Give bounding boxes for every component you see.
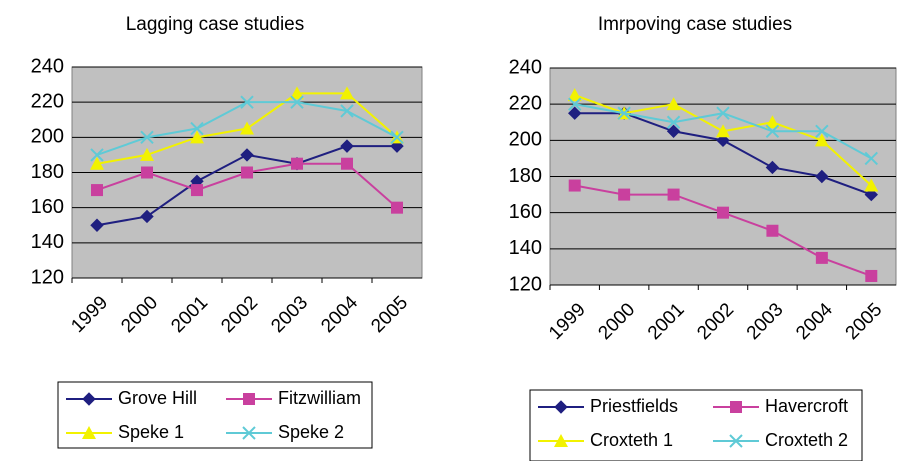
data-point (568, 179, 581, 192)
x-tick-label: 2000 (594, 299, 639, 344)
legend-marker (554, 400, 568, 414)
x-tick-label: 2002 (693, 299, 738, 344)
x-tick-label: 2005 (842, 299, 887, 344)
data-point (568, 106, 582, 120)
data-point (666, 115, 681, 129)
data-point (864, 151, 878, 166)
data-point (567, 88, 582, 102)
data-point (391, 201, 403, 214)
data-point (140, 209, 154, 224)
data-point (865, 269, 878, 282)
legend-label: Speke 1 (118, 422, 184, 442)
legend-label: Croxteth 2 (765, 430, 848, 450)
y-tick-label: 200 (31, 126, 64, 148)
data-point (140, 130, 154, 145)
data-point (716, 124, 730, 138)
data-point (240, 121, 254, 135)
x-tick-label: 1999 (545, 299, 590, 344)
y-tick-label: 160 (31, 196, 64, 218)
y-tick-label: 140 (31, 231, 64, 253)
data-point (340, 104, 354, 118)
data-point (291, 157, 303, 170)
y-tick-label: 200 (509, 129, 542, 151)
y-tick-label: 120 (509, 273, 542, 295)
legend-marker (243, 393, 255, 405)
data-point (765, 160, 780, 175)
data-point (814, 133, 829, 147)
legend (57, 381, 373, 449)
data-point (290, 95, 304, 109)
data-point (766, 224, 779, 237)
x-tick-label: 2002 (217, 292, 262, 337)
data-point (90, 148, 104, 162)
data-point (666, 124, 681, 138)
y-tick-label: 160 (509, 201, 542, 223)
y-tick-label: 220 (509, 92, 542, 114)
legend-marker (554, 434, 568, 447)
data-point (617, 106, 631, 120)
x-tick-label: 2001 (644, 299, 689, 344)
data-point (141, 166, 153, 179)
x-tick-label: 2001 (167, 292, 212, 337)
data-point (241, 166, 253, 179)
x-tick-label: 2004 (317, 292, 362, 337)
y-tick-label: 120 (31, 266, 64, 288)
legend-label: Croxteth 1 (590, 430, 673, 450)
data-point (864, 178, 879, 192)
data-point (190, 121, 204, 136)
x-tick-label: 1999 (67, 292, 112, 337)
x-tick-label: 2003 (743, 299, 788, 344)
data-point (815, 169, 829, 184)
legend-marker (82, 426, 96, 439)
data-point (240, 95, 254, 109)
data-point (190, 130, 204, 144)
legend-label: Grove Hill (118, 388, 197, 408)
legend-marker (730, 401, 742, 413)
data-point (815, 251, 828, 264)
data-point (341, 157, 353, 170)
data-point (618, 188, 631, 201)
data-point (240, 148, 254, 162)
x-tick-label: 2003 (267, 292, 312, 337)
data-point (716, 106, 730, 120)
legend-label: Fitzwilliam (278, 388, 361, 408)
y-tick-label: 220 (31, 90, 64, 112)
y-tick-label: 240 (31, 55, 64, 77)
data-point (864, 187, 878, 202)
data-point (765, 124, 780, 138)
data-point (340, 139, 354, 153)
data-point (568, 97, 582, 111)
data-point (90, 218, 104, 232)
data-point (666, 97, 681, 111)
y-tick-label: 140 (509, 237, 542, 259)
data-point (815, 124, 829, 138)
chart-title: Imrpoving case studies (598, 14, 792, 35)
data-point (717, 206, 729, 219)
data-point (191, 184, 203, 197)
data-point (90, 156, 104, 170)
data-point (667, 188, 680, 201)
y-tick-label: 180 (509, 165, 542, 187)
x-tick-label: 2004 (792, 299, 837, 344)
data-point (765, 115, 780, 129)
data-point (290, 86, 304, 100)
y-tick-label: 240 (509, 56, 542, 78)
legend-label: Priestfields (590, 396, 678, 416)
data-point (140, 147, 154, 161)
data-point (91, 184, 103, 197)
legend-label: Speke 2 (278, 422, 344, 442)
x-tick-label: 2005 (367, 292, 412, 337)
data-point (390, 130, 404, 145)
legend (529, 389, 863, 461)
legend-marker (729, 434, 743, 448)
chart-title: Lagging case studies (126, 14, 305, 35)
legend-marker (82, 392, 96, 406)
x-tick-label: 2000 (117, 292, 162, 337)
data-point (340, 86, 354, 100)
data-point (716, 133, 730, 148)
legend-marker (242, 426, 256, 440)
legend-label: Havercroft (765, 396, 848, 416)
y-tick-label: 180 (31, 161, 64, 183)
